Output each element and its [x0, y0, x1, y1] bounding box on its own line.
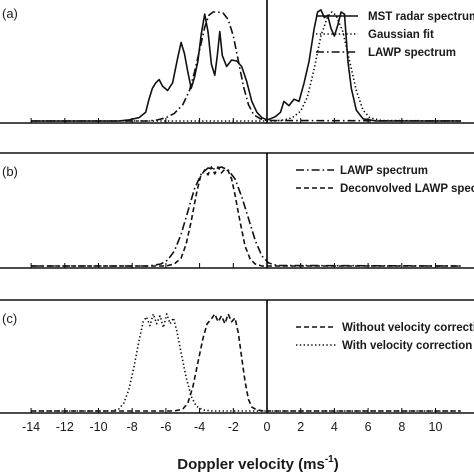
x-tick-label: -10: [89, 420, 107, 434]
panel-frame: [0, 122, 474, 124]
series-line-lawp-spectrum: [31, 166, 461, 267]
x-tick-label: -6: [160, 420, 171, 434]
panel-label: (b): [2, 164, 18, 179]
x-tick-label: 10: [429, 420, 443, 434]
legend-entry: MST radar spectrum: [368, 11, 474, 23]
panel-a: (a) MST radar spectrum Gaussian fit LAWP sp…: [0, 0, 474, 124]
x-tick-label: 0: [264, 420, 271, 434]
legend-entry: With velocity correction: [342, 340, 472, 352]
series-line-mst-radar-spectrum: [31, 9, 461, 122]
x-tick-label: -8: [127, 420, 138, 434]
panel-b: (b) LAWP spectrum Deconvolved LAWP spectru…: [0, 152, 474, 269]
panel-frame: [0, 152, 474, 269]
panel-c: (c) Without velocity correction With veloc…: [0, 299, 474, 414]
series-line-deconvolved-lawp-spectrum: [31, 166, 461, 267]
panel-label: (a): [2, 6, 18, 21]
panels-group: (a) MST radar spectrum Gaussian fit LAWP sp…: [0, 0, 474, 414]
x-tick-label: -14: [22, 420, 40, 434]
legend-entry: Deconvolved LAWP spectrum: [340, 183, 474, 195]
x-axis: -14 -12 -10 -8 -6 -4 -2 0 2 4 6 8 10: [22, 420, 442, 434]
x-tick-label: 4: [331, 420, 338, 434]
series-line-lawp-spectrum: [31, 11, 461, 122]
x-axis-label: Doppler velocity (ms-1): [177, 454, 338, 473]
legend-entry: LAWP spectrum: [340, 165, 428, 177]
legend-entry: LAWP spectrum: [368, 47, 456, 59]
legend-entry: Gaussian fit: [368, 29, 434, 41]
x-tick-label: 6: [365, 420, 372, 434]
x-tick-label: 2: [297, 420, 304, 434]
panel-frame: [0, 299, 474, 414]
x-tick-label: -2: [228, 420, 239, 434]
panel-label: (c): [2, 311, 17, 326]
x-tick-label: -4: [194, 420, 205, 434]
series-line-without-velocity-correction: [31, 313, 461, 412]
x-tick-label: 8: [398, 420, 405, 434]
series-line-with-velocity-correction: [31, 313, 461, 412]
x-tick-label: -12: [56, 420, 74, 434]
legend-entry: Without velocity correction: [342, 322, 474, 334]
